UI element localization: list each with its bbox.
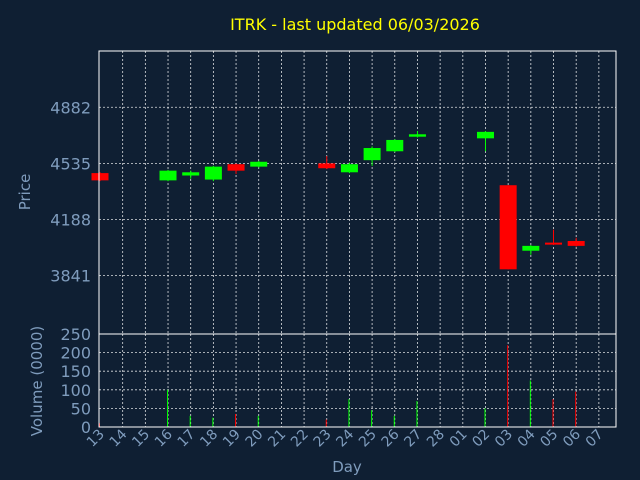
x-tick-label: 18: [197, 427, 221, 451]
candle-body: [159, 170, 177, 181]
candle-body: [522, 245, 540, 251]
volume-tick-label: 100: [60, 381, 91, 400]
x-tick-label: 07: [583, 427, 607, 451]
chart-title: ITRK - last updated 06/03/2026: [230, 15, 480, 34]
candle-body: [499, 185, 517, 270]
price-tick-label: 4188: [50, 211, 91, 230]
candle-body: [182, 172, 200, 176]
volume-panel-frame: [98, 333, 617, 428]
candle-body: [91, 173, 109, 181]
x-tick-label: 20: [243, 427, 267, 451]
x-tick-label: 21: [265, 427, 289, 451]
volume-tick-label: 200: [60, 344, 91, 363]
volume-bars: [99, 345, 577, 427]
price-axis-label: Price: [16, 174, 34, 211]
x-tick-label: 06: [560, 426, 584, 450]
price-grid: [99, 51, 616, 334]
x-tick-label: 25: [356, 427, 380, 451]
price-candles: [91, 131, 585, 270]
candle-body: [318, 163, 336, 169]
candle-body: [250, 161, 268, 167]
candle-body: [386, 139, 404, 152]
x-tick-label: 17: [175, 427, 199, 451]
x-tick-label: 28: [424, 427, 448, 451]
volume-grid: [99, 334, 616, 427]
x-tick-label: 27: [401, 427, 425, 451]
x-tick-label: 05: [537, 427, 561, 451]
x-tick-label: 24: [333, 426, 357, 450]
price-y-ticks: 4882 4535 4188 3841: [50, 98, 91, 285]
x-tick-label: 14: [107, 426, 131, 450]
x-tick-label: 15: [129, 427, 153, 451]
candle-body: [545, 242, 563, 245]
x-tick-label: 16: [152, 426, 176, 450]
x-axis-label: Day: [332, 458, 362, 476]
candle-body: [567, 241, 585, 246]
volume-tick-label: 150: [60, 362, 91, 381]
price-tick-label: 4535: [50, 154, 91, 173]
x-tick-label: 22: [288, 427, 312, 451]
volume-tick-label: 250: [60, 325, 91, 344]
volume-tick-label: 0: [81, 418, 91, 437]
x-tick-label: 03: [492, 427, 516, 451]
candle-body: [408, 134, 426, 137]
volume-tick-label: 50: [71, 399, 91, 418]
x-tick-label: 19: [220, 427, 244, 451]
candle-body: [476, 131, 494, 139]
candle-body: [363, 148, 381, 161]
x-tick-label: 04: [515, 426, 539, 450]
x-tick-label: 26: [379, 426, 403, 450]
x-tick-label: 01: [447, 427, 471, 451]
x-ticks: 1314151617181920212223242526272801020304…: [84, 426, 607, 450]
candle-body: [204, 166, 222, 180]
price-panel-frame: [98, 50, 617, 335]
candle-body: [227, 164, 245, 171]
volume-axis-label: Volume (0000): [28, 326, 46, 436]
price-tick-label: 4882: [50, 98, 91, 117]
price-tick-label: 3841: [50, 267, 91, 286]
x-tick-label: 02: [469, 427, 493, 451]
x-tick-label: 23: [311, 427, 335, 451]
candle-body: [340, 164, 358, 173]
